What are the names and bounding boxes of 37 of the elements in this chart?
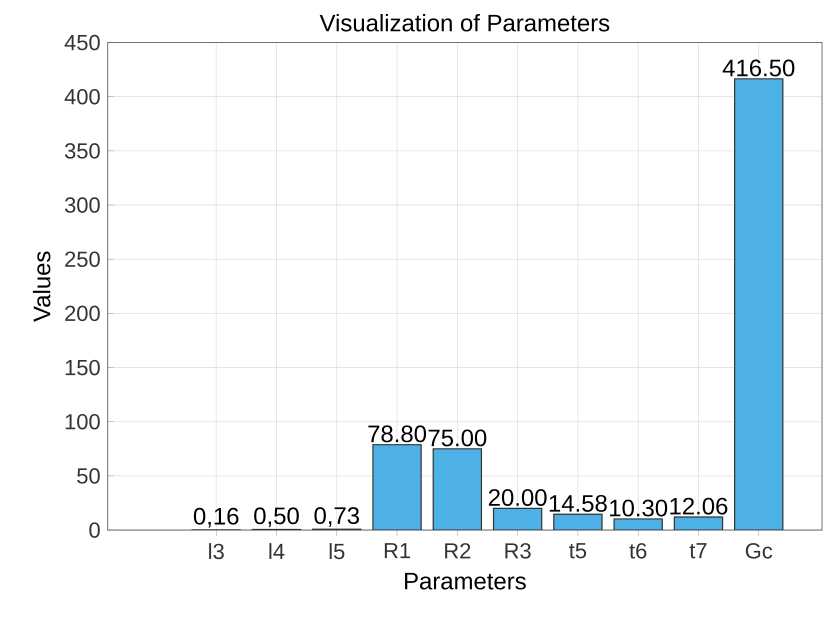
- y-tick-label: 250: [65, 251, 100, 267]
- y-tick-label: 100: [66, 414, 100, 430]
- data-label: 78.80: [368, 425, 426, 442]
- y-tick-label: 450: [64, 34, 100, 50]
- x-tick-label: t6: [629, 542, 646, 558]
- bar: [494, 508, 542, 530]
- data-label: 0,73: [314, 507, 359, 527]
- y-tick-label: 50: [77, 468, 100, 484]
- x-tick-label: t5: [569, 542, 586, 558]
- chart-title: Visualization of Parameters: [320, 14, 610, 32]
- y-tick-label: 350: [64, 142, 100, 158]
- x-axis-title: Parameters: [405, 572, 526, 590]
- data-label: 75.00: [428, 429, 486, 446]
- x-tick-label: R1: [384, 542, 410, 558]
- data-label: 0,16: [194, 508, 238, 528]
- x-tick-label: l5: [330, 542, 344, 560]
- bar: [734, 78, 784, 530]
- data-label: 14.58: [550, 494, 607, 512]
- x-tick-label: l3: [209, 542, 224, 560]
- x-tick-label: R3: [505, 542, 531, 558]
- bar: [433, 448, 482, 530]
- y-tick-label: 400: [64, 88, 100, 104]
- y-tick-label: 300: [64, 197, 100, 213]
- y-axis-title: Values: [32, 251, 50, 322]
- x-tick-label: Gc: [746, 542, 772, 558]
- bar: [372, 444, 422, 530]
- y-tick-label: 0: [89, 522, 100, 538]
- data-label: 416.50: [722, 59, 794, 76]
- x-tick-label: l4: [269, 542, 284, 559]
- x-tick-label: t7: [690, 542, 707, 558]
- y-tick-label: 200: [65, 306, 100, 322]
- data-label: 12.06: [670, 498, 728, 514]
- data-label: 0,50: [254, 507, 299, 527]
- x-tick-label: R2: [445, 542, 470, 558]
- y-tick-label: 150: [66, 360, 100, 376]
- data-label: 10.30: [610, 499, 668, 516]
- data-label: 20.00: [488, 488, 547, 506]
